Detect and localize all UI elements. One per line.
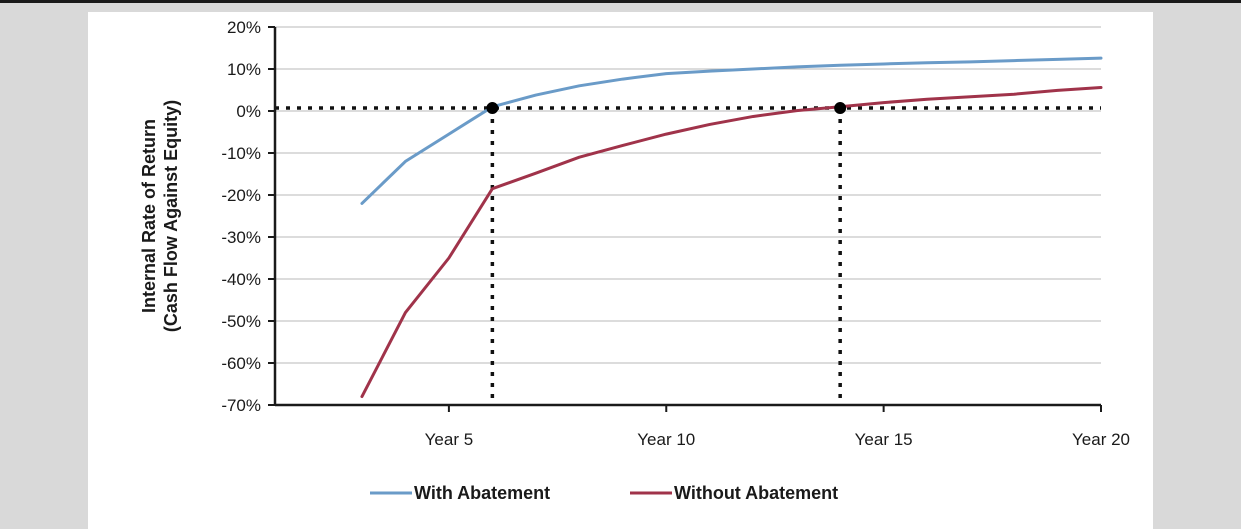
reference-markers (486, 102, 847, 115)
series-line-without-abatement (360, 85, 1103, 399)
y-tick-label: -40% (221, 270, 261, 289)
breakeven-marker (486, 102, 499, 115)
tick-labels: 20% 10% 0% -10% -20% -30% -40% -50% -60% -70% Year… (221, 18, 1130, 449)
x-tick-label: Year 15 (855, 430, 913, 449)
chart-panel (88, 12, 1153, 529)
y-tick-label: -10% (221, 144, 261, 163)
x-tick-label: Year 10 (637, 430, 695, 449)
y-axis-title-line2: (Cash Flow Against Equity) (161, 100, 181, 332)
y-tick-label: 0% (236, 102, 261, 121)
x-tick-label: Year 20 (1072, 430, 1130, 449)
axes (268, 26, 1102, 412)
y-tick-label: 20% (227, 18, 261, 37)
x-tick-label: Year 5 (425, 430, 474, 449)
y-tick-label: -70% (221, 396, 261, 415)
y-tick-label: -50% (221, 312, 261, 331)
series-line-with-abatement (360, 56, 1103, 205)
y-tick-label: -20% (221, 186, 261, 205)
legend-label-without-abatement: Without Abatement (674, 483, 838, 503)
grid-lines (275, 26, 1101, 364)
legend: With Abatement Without Abatement (370, 483, 838, 503)
breakeven-marker (834, 102, 847, 115)
top-rule (0, 0, 1241, 3)
y-axis-title-line1: Internal Rate of Return (139, 119, 159, 313)
y-tick-label: -60% (221, 354, 261, 373)
legend-label-with-abatement: With Abatement (414, 483, 550, 503)
y-tick-label: -30% (221, 228, 261, 247)
y-tick-label: 10% (227, 60, 261, 79)
series-lines (360, 56, 1103, 399)
